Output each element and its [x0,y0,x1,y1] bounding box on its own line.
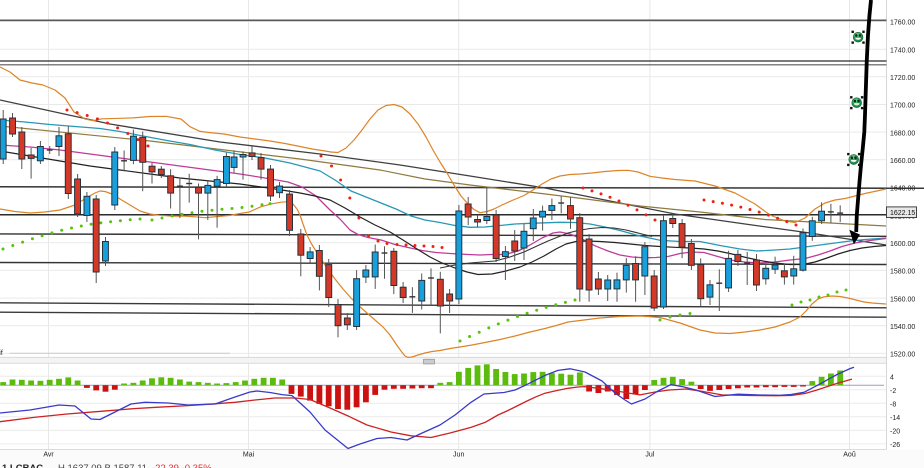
svg-text:1580.00: 1580.00 [890,269,915,276]
svg-text:Jun: Jun [453,452,464,459]
svg-text:tif: tif [0,348,4,357]
svg-text:-22.39 -0.35%: -22.39 -0.35% [152,463,212,468]
svg-text:Jul: Jul [645,452,654,459]
svg-text:-2: -2 [890,388,896,395]
svg-text:1520.00: 1520.00 [890,352,915,359]
svg-text:-20: -20 [890,429,900,436]
svg-text:1700.00: 1700.00 [890,103,915,110]
svg-text:Avr: Avr [43,452,54,459]
svg-text:1560.00: 1560.00 [890,296,915,303]
svg-text:1600.00: 1600.00 [890,241,915,248]
svg-text:1640.00: 1640.00 [890,186,915,193]
svg-text:4: 4 [890,374,894,381]
svg-text:Mai: Mai [243,452,255,459]
svg-text:1660.00: 1660.00 [890,158,915,165]
svg-text:-26: -26 [890,442,900,449]
svg-text:1622.15: 1622.15 [890,210,915,217]
svg-text:H 1637.09 B 1587.11: H 1637.09 B 1587.11 [58,463,147,468]
svg-text:-8: -8 [890,402,896,409]
svg-text:1760.00: 1760.00 [890,20,915,27]
svg-text:1680.00: 1680.00 [890,130,915,137]
svg-text:1720.00: 1720.00 [890,75,915,82]
svg-text:1740.00: 1740.00 [890,47,915,54]
svg-text:1 LCBAC: 1 LCBAC [2,463,43,468]
svg-text:Aoû: Aoû [843,452,856,459]
svg-text:1540.00: 1540.00 [890,324,915,331]
svg-text:-14: -14 [890,415,900,422]
